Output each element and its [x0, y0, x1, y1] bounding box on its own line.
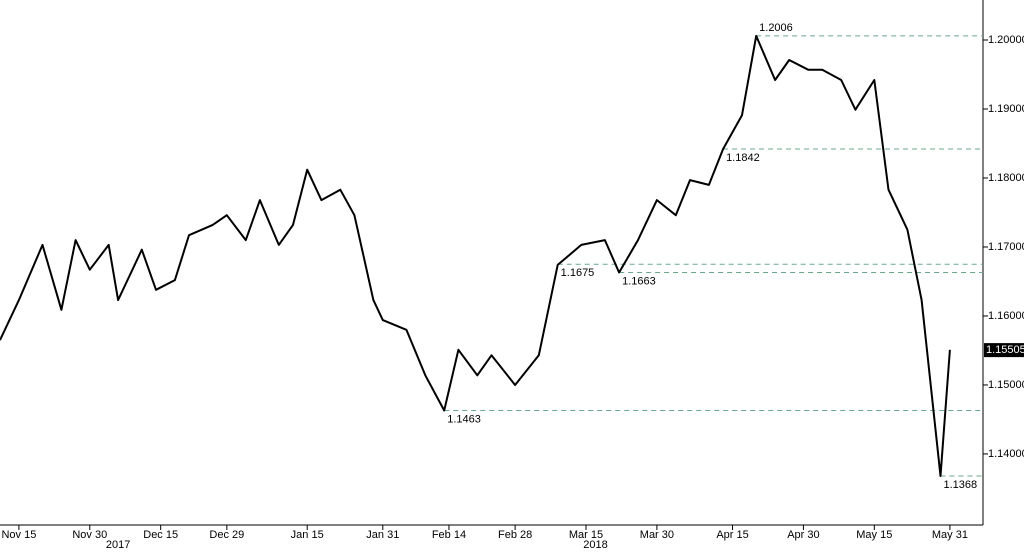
x-tick-label: Nov 15	[1, 529, 36, 541]
price-line	[0, 34, 951, 477]
level-label: 1.1842	[726, 152, 760, 164]
x-tick-label: Dec 29	[209, 529, 244, 541]
y-tick-label: 1.16000	[988, 310, 1024, 322]
last-value-box	[984, 343, 1024, 358]
level-label: 1.1675	[561, 267, 595, 279]
x-tick-label: Apr 15	[716, 529, 748, 541]
x-tick-label: Jan 31	[366, 529, 399, 541]
y-tick-label: 1.17000	[988, 241, 1024, 253]
x-tick-label: Jan 15	[291, 529, 324, 541]
x-tick-label: May 15	[856, 529, 892, 541]
level-label: 1.1463	[447, 413, 481, 425]
x-tick-label: Feb 28	[498, 529, 532, 541]
x-tick-label: Dec 15	[143, 529, 178, 541]
y-tick-label: 1.19000	[988, 103, 1024, 115]
year-label: 2017	[106, 539, 130, 549]
y-tick-label: 1.15000	[988, 379, 1024, 391]
level-label: 1.2006	[759, 22, 793, 34]
x-tick-label: Feb 14	[432, 529, 466, 541]
last-value-label: 1.15505	[986, 344, 1024, 356]
y-tick-label: 1.14000	[988, 448, 1024, 460]
x-tick-label: May 31	[932, 529, 968, 541]
x-tick-label: Apr 30	[787, 529, 819, 541]
y-tick-label: 1.20000	[988, 34, 1024, 46]
level-label: 1.1663	[622, 275, 656, 287]
y-tick-label: 1.18000	[988, 172, 1024, 184]
year-label: 2018	[583, 539, 607, 549]
x-tick-label: Mar 15	[569, 529, 603, 541]
level-label: 1.1368	[943, 479, 977, 491]
x-tick-label: Nov 30	[72, 529, 107, 541]
x-tick-label: Mar 30	[640, 529, 674, 541]
